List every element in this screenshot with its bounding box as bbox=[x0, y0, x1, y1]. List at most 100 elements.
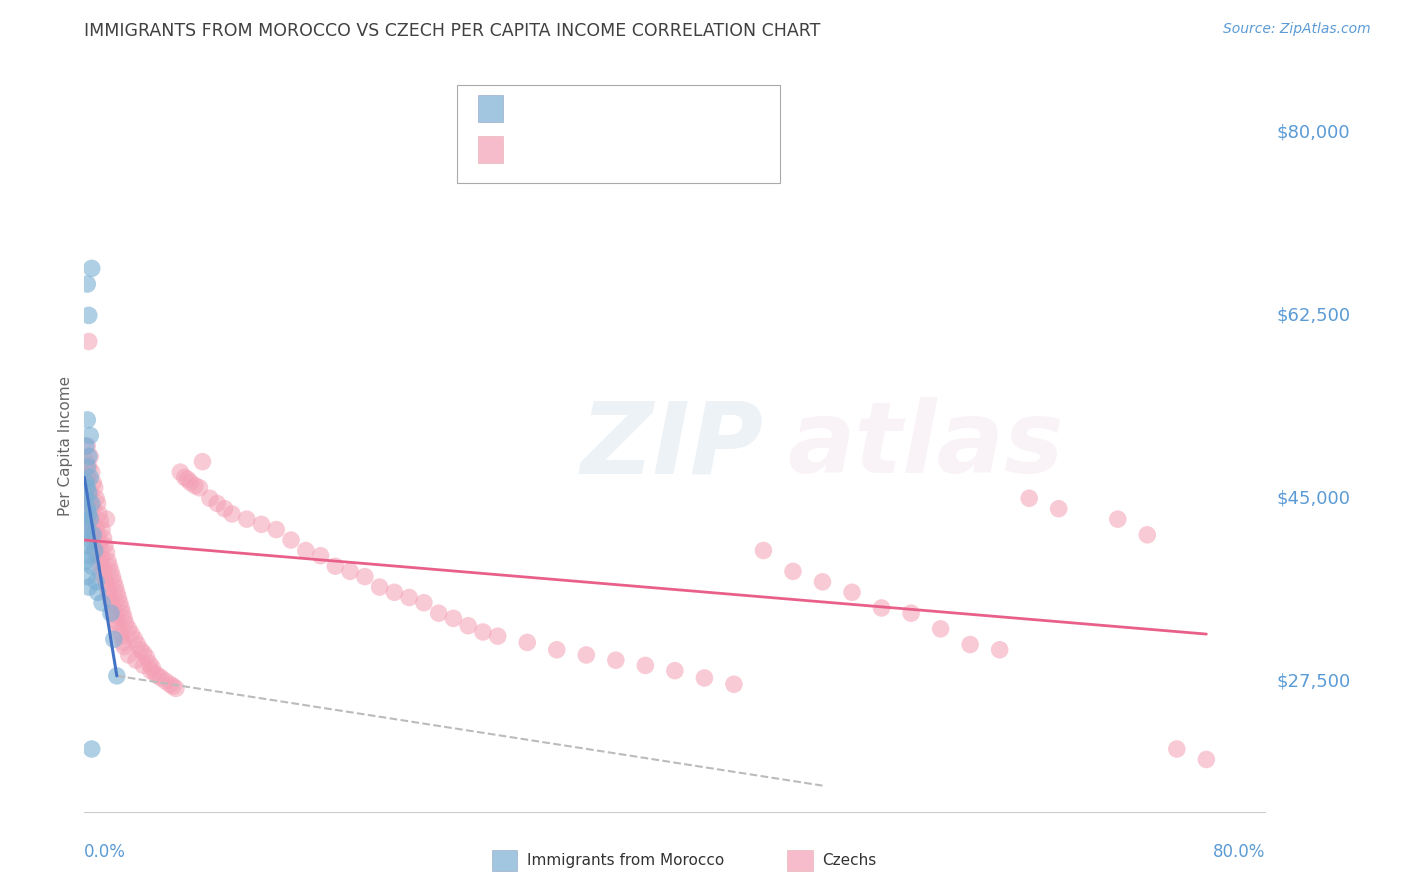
Point bbox=[143, 666, 166, 681]
Point bbox=[76, 538, 98, 552]
Point bbox=[173, 470, 195, 484]
Point bbox=[100, 593, 122, 607]
Point bbox=[77, 486, 100, 500]
Text: ZIP: ZIP bbox=[581, 398, 763, 494]
Point bbox=[664, 664, 686, 678]
Point bbox=[132, 646, 155, 660]
Point bbox=[84, 520, 107, 534]
Text: 0.0%: 0.0% bbox=[84, 843, 127, 861]
Point bbox=[100, 606, 122, 620]
Point bbox=[103, 604, 125, 618]
Point bbox=[121, 627, 143, 641]
Point bbox=[76, 569, 98, 583]
Point bbox=[634, 658, 657, 673]
Point bbox=[723, 677, 745, 691]
Point bbox=[191, 455, 214, 469]
Point bbox=[77, 309, 100, 323]
Text: $62,500: $62,500 bbox=[1277, 306, 1351, 325]
Point bbox=[111, 635, 134, 649]
Point bbox=[516, 635, 538, 649]
Point bbox=[605, 653, 627, 667]
Text: -0.406: -0.406 bbox=[560, 100, 619, 118]
Point bbox=[177, 472, 200, 486]
Point bbox=[135, 650, 157, 665]
Point bbox=[112, 611, 135, 625]
Point bbox=[76, 501, 98, 516]
Point bbox=[295, 543, 318, 558]
Point bbox=[180, 475, 202, 490]
Text: $80,000: $80,000 bbox=[1277, 123, 1350, 142]
Point bbox=[354, 569, 377, 583]
Point bbox=[1195, 752, 1218, 766]
Point bbox=[118, 622, 141, 636]
Point bbox=[457, 618, 479, 632]
Point bbox=[124, 632, 146, 647]
Point bbox=[83, 543, 105, 558]
Point bbox=[76, 470, 98, 484]
Point bbox=[280, 533, 302, 547]
Point bbox=[339, 565, 361, 579]
Point bbox=[75, 455, 97, 469]
Point bbox=[114, 616, 136, 631]
Point bbox=[250, 517, 273, 532]
Point bbox=[97, 554, 120, 568]
Point bbox=[77, 459, 100, 474]
Point bbox=[752, 543, 775, 558]
Point bbox=[110, 601, 132, 615]
Point bbox=[77, 507, 100, 521]
Point bbox=[76, 481, 98, 495]
Point bbox=[214, 501, 236, 516]
Point bbox=[97, 583, 120, 598]
Point bbox=[782, 565, 804, 579]
Point bbox=[87, 556, 111, 570]
Point bbox=[323, 559, 347, 574]
Point bbox=[79, 470, 101, 484]
Point bbox=[159, 677, 181, 691]
Point bbox=[82, 475, 104, 490]
Point bbox=[1166, 742, 1188, 756]
Point bbox=[129, 642, 152, 657]
Point bbox=[118, 648, 141, 662]
Point bbox=[112, 640, 135, 654]
Point bbox=[86, 528, 108, 542]
Point bbox=[141, 660, 163, 674]
Point bbox=[98, 559, 121, 574]
Point bbox=[368, 580, 391, 594]
Point bbox=[87, 507, 111, 521]
Point bbox=[77, 450, 100, 464]
Point bbox=[264, 523, 288, 537]
Point bbox=[138, 657, 160, 671]
Point bbox=[80, 500, 103, 514]
Point bbox=[93, 562, 115, 576]
Point bbox=[86, 496, 108, 510]
Point bbox=[150, 671, 173, 685]
Point bbox=[84, 491, 107, 506]
Point bbox=[77, 580, 100, 594]
Point bbox=[188, 481, 211, 495]
Point bbox=[108, 625, 131, 640]
Point bbox=[575, 648, 598, 662]
Point bbox=[101, 569, 124, 583]
Point bbox=[96, 545, 118, 559]
Point bbox=[413, 596, 436, 610]
Point bbox=[86, 549, 108, 563]
Point bbox=[96, 512, 118, 526]
Point bbox=[870, 601, 893, 615]
Point bbox=[155, 674, 177, 689]
Point bbox=[107, 618, 129, 632]
Point bbox=[80, 496, 103, 510]
Point bbox=[79, 450, 101, 464]
Point bbox=[94, 538, 117, 552]
Point bbox=[486, 629, 509, 643]
Point bbox=[90, 514, 112, 528]
Point bbox=[103, 632, 125, 647]
Point bbox=[77, 533, 100, 547]
Point bbox=[83, 533, 105, 547]
Point bbox=[988, 642, 1011, 657]
Point bbox=[80, 261, 103, 276]
Point bbox=[132, 658, 155, 673]
Point bbox=[101, 598, 124, 612]
Point bbox=[105, 669, 128, 683]
Point bbox=[82, 501, 104, 516]
Point bbox=[1136, 528, 1159, 542]
